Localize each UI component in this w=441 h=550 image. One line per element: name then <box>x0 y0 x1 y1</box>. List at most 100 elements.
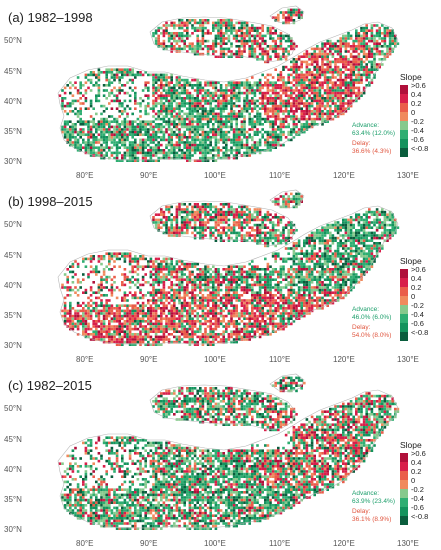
legend-tick-label: 0.4 <box>411 458 421 467</box>
lat-tick-35: 35°N <box>4 495 22 504</box>
map-region <box>57 5 400 162</box>
stats-block: Advance: 63.9% (23.4%) Delay: 36.1% (8.9… <box>352 490 395 523</box>
lat-tick-45: 45°N <box>4 67 22 76</box>
lon-tick-130: 130°E <box>397 171 419 180</box>
stats-block: Advance: 63.4% (12.0%) Delay: 36.6% (4.3… <box>352 122 395 155</box>
legend-swatch <box>400 278 408 287</box>
legend-swatch <box>400 323 408 332</box>
legend-swatch <box>400 507 408 516</box>
lat-tick-45: 45°N <box>4 435 22 444</box>
map-region <box>57 189 400 346</box>
legend-tick-label: -0.6 <box>411 503 424 512</box>
legend-tick-label: -0.2 <box>411 301 424 310</box>
advance-value: 63.9% (23.4%) <box>352 498 395 505</box>
legend-swatch <box>400 332 408 341</box>
lon-axis: 80°E 90°E 100°E 110°E 120°E 130°E <box>76 539 419 548</box>
region-outline <box>149 16 297 63</box>
lon-tick-90: 90°E <box>140 171 157 180</box>
advance-label: Advance: <box>352 122 379 129</box>
region-outline <box>57 205 399 345</box>
slope-legend: Slope >0.60.40.20-0.2-0.4-0.6<-0.8 <box>400 256 428 341</box>
legend-title: Slope <box>400 256 422 266</box>
advance-value: 63.4% (12.0%) <box>352 130 395 137</box>
panel-title: (a) 1982–1998 <box>8 10 93 25</box>
map-svg: (c) 1982–2015 50°N 45°N 40°N 35°N 30°N 8… <box>4 373 428 548</box>
delay-label: Delay: <box>352 140 371 147</box>
advance-label: Advance: <box>352 306 379 313</box>
region-outline <box>149 200 297 247</box>
lat-tick-35: 35°N <box>4 311 22 320</box>
legend-tick-label: 0 <box>411 108 415 117</box>
legend-tick-label: 0 <box>411 476 415 485</box>
legend-tick-label: <-0.8 <box>411 144 428 153</box>
lat-tick-50: 50°N <box>4 36 22 45</box>
legend-swatch <box>400 94 408 103</box>
legend-tick-label: 0.2 <box>411 467 421 476</box>
legend-swatch <box>400 139 408 148</box>
legend-swatch <box>400 516 408 525</box>
slope-legend: Slope >0.60.40.20-0.2-0.4-0.6<-0.8 <box>400 440 428 525</box>
legend-tick-label: 0.4 <box>411 274 421 283</box>
legend-tick-label: -0.2 <box>411 485 424 494</box>
legend-tick-label: 0 <box>411 292 415 301</box>
lon-tick-110: 110°E <box>269 355 290 364</box>
delay-value: 54.0% (8.0%) <box>352 332 391 339</box>
legend-tick-label: -0.4 <box>411 310 424 319</box>
region-outline <box>269 5 305 25</box>
legend-swatch <box>400 85 408 94</box>
lon-tick-120: 120°E <box>333 171 355 180</box>
legend-swatch <box>400 453 408 462</box>
map-svg: (b) 1998–2015 50°N 45°N 40°N 35°N 30°N 8… <box>4 189 428 364</box>
lat-tick-45: 45°N <box>4 251 22 260</box>
legend-tick-label: 0.2 <box>411 99 421 108</box>
slope-legend: Slope >0.60.40.20-0.2-0.4-0.6<-0.8 <box>400 72 428 157</box>
lon-tick-120: 120°E <box>333 355 355 364</box>
region-outline <box>269 189 305 209</box>
lon-axis: 80°E 90°E 100°E 110°E 120°E 130°E <box>76 171 419 180</box>
delay-value: 36.1% (8.9%) <box>352 516 391 523</box>
legend-tick-label: >0.6 <box>411 265 426 274</box>
legend-swatch <box>400 489 408 498</box>
legend-swatch <box>400 314 408 323</box>
map-svg: (a) 1982–1998 50°N 45°N 40°N 35°N 30°N 8… <box>4 5 428 180</box>
lat-axis: 50°N 45°N 40°N 35°N 30°N <box>4 220 22 350</box>
legend-tick-label: <-0.8 <box>411 328 428 337</box>
map-region <box>57 373 400 530</box>
lon-tick-80: 80°E <box>76 355 93 364</box>
legend-tick-label: >0.6 <box>411 449 426 458</box>
legend-tick-label: 0.2 <box>411 283 421 292</box>
advance-label: Advance: <box>352 490 379 497</box>
legend-swatch <box>400 103 408 112</box>
lon-tick-100: 100°E <box>204 355 226 364</box>
legend-tick-label: 0.4 <box>411 90 421 99</box>
lat-tick-40: 40°N <box>4 465 22 474</box>
legend-swatch <box>400 121 408 130</box>
legend-tick-label: -0.4 <box>411 126 424 135</box>
legend-swatch <box>400 130 408 139</box>
lon-tick-80: 80°E <box>76 171 93 180</box>
delay-value: 36.6% (4.3%) <box>352 148 391 155</box>
legend-swatch <box>400 498 408 507</box>
lat-tick-30: 30°N <box>4 341 22 350</box>
legend-swatch <box>400 112 408 121</box>
region-outline <box>57 389 399 529</box>
lon-tick-110: 110°E <box>269 171 290 180</box>
region-outline <box>269 373 305 393</box>
lon-tick-130: 130°E <box>397 355 419 364</box>
legend-tick-label: -0.6 <box>411 319 424 328</box>
lat-tick-40: 40°N <box>4 97 22 106</box>
lon-tick-100: 100°E <box>204 539 226 548</box>
lat-tick-30: 30°N <box>4 157 22 166</box>
legend-swatch <box>400 480 408 489</box>
lon-tick-130: 130°E <box>397 539 419 548</box>
lat-tick-35: 35°N <box>4 127 22 136</box>
legend-tick-label: >0.6 <box>411 81 426 90</box>
stats-block: Advance: 46.0% (6.0%) Delay: 54.0% (8.0%… <box>352 306 391 339</box>
legend-swatch <box>400 471 408 480</box>
legend-title: Slope <box>400 72 422 82</box>
region-outline <box>149 384 297 431</box>
legend-swatch <box>400 269 408 278</box>
legend-swatch <box>400 287 408 296</box>
panel-title: (b) 1998–2015 <box>8 194 93 209</box>
map-panel-a: (a) 1982–1998 50°N 45°N 40°N 35°N 30°N 8… <box>0 0 441 181</box>
